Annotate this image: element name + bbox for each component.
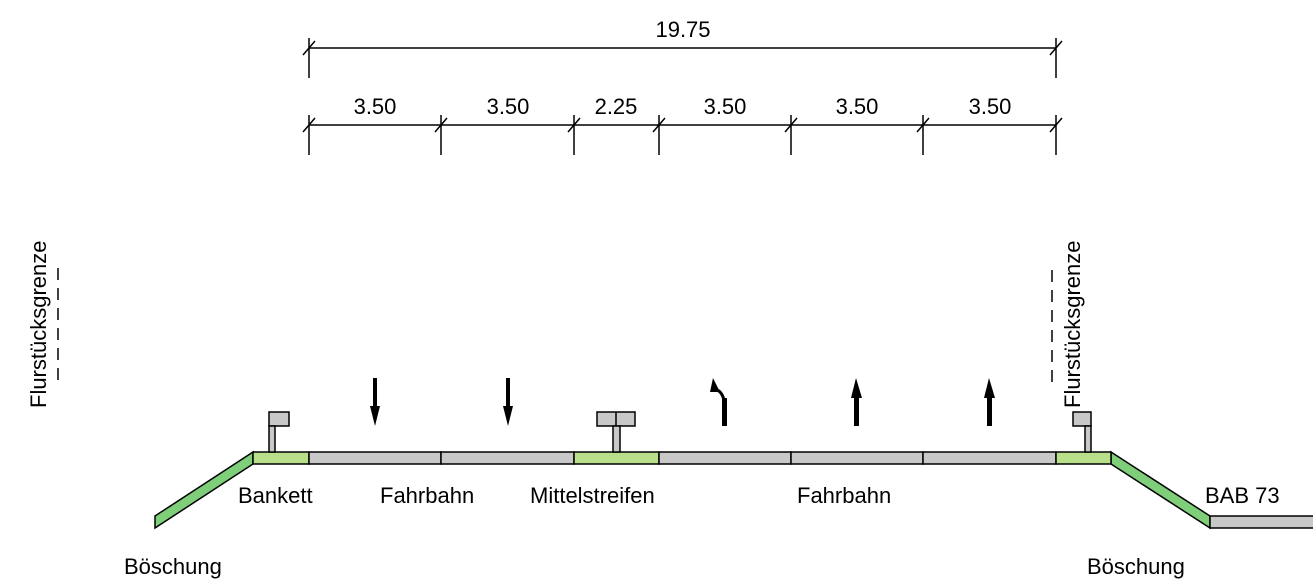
total-dimension-label: 19.75 [655, 17, 710, 42]
mittelstreifen-label: Mittelstreifen [530, 483, 655, 508]
segment-2-label: 3.50 [487, 94, 530, 119]
guardrail-right [1072, 411, 1092, 453]
arrow-down-icon [370, 378, 380, 426]
property-boundary-right-label: Flurstücksgrenze [1060, 240, 1085, 408]
lane-4 [790, 451, 924, 465]
total-dimension: 19.75 [302, 17, 1063, 78]
median-strip [573, 451, 660, 465]
segment-5-label: 3.50 [836, 94, 879, 119]
lane-5 [922, 451, 1057, 465]
boeschung-right-label: Böschung [1087, 554, 1185, 579]
arrow-turn-left-icon [710, 378, 727, 426]
verge-left [252, 451, 310, 465]
bankett-label: Bankett [238, 483, 313, 508]
lane-1 [308, 451, 442, 465]
slope-right [1110, 450, 1211, 530]
segment-3-label: 2.25 [595, 94, 638, 119]
segment-1-label: 3.50 [354, 94, 397, 119]
fahrbahn-left-label: Fahrbahn [380, 483, 474, 508]
arrow-up-icon [984, 378, 995, 426]
segment-dimensions: 3.50 3.50 2.25 3.50 3.50 3.50 [302, 94, 1063, 155]
lane-3 [658, 451, 792, 465]
guardrail-median [596, 411, 636, 453]
road-surface [252, 451, 1112, 465]
fahrbahn-right-label: Fahrbahn [797, 483, 891, 508]
segment-4-label: 3.50 [704, 94, 747, 119]
segment-6-label: 3.50 [969, 94, 1012, 119]
bab-73-label: BAB 73 [1205, 483, 1280, 508]
lane-2 [440, 451, 575, 465]
bab-73-surface [1209, 515, 1313, 529]
property-boundary-left-label: Flurstücksgrenze [26, 240, 51, 408]
boeschung-left-label: Böschung [124, 554, 222, 579]
verge-right [1055, 451, 1112, 465]
guardrail-left [268, 411, 290, 453]
arrow-up-icon [851, 378, 862, 426]
arrow-down-icon [503, 378, 513, 426]
